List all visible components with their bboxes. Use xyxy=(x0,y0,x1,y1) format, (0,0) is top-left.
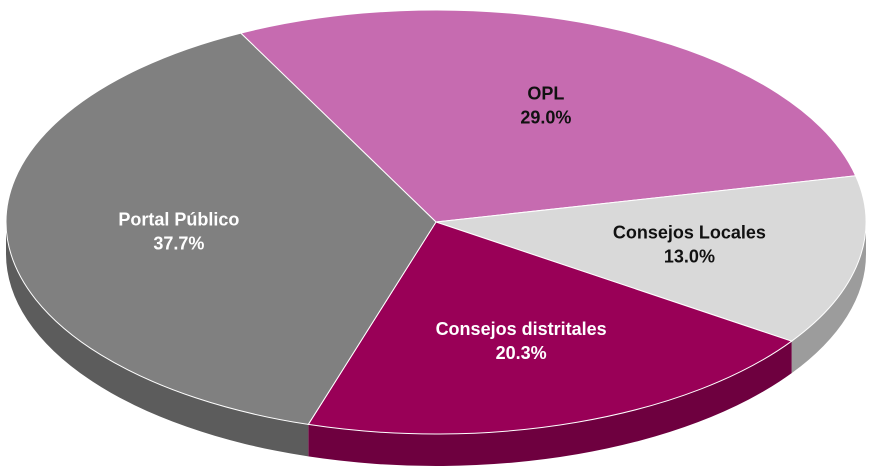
slice-label: Consejos Locales xyxy=(613,223,766,243)
slice-label: OPL xyxy=(527,84,564,104)
slice-value-label: 37.7% xyxy=(153,234,204,254)
slice-value-label: 29.0% xyxy=(520,108,571,128)
slice-value-label: 20.3% xyxy=(496,343,547,363)
slice-side xyxy=(6,222,309,457)
slice xyxy=(239,9,857,223)
slice xyxy=(307,221,793,435)
slice-side xyxy=(791,222,866,374)
slice-value-label: 13.0% xyxy=(664,247,715,267)
slice-label: Portal Público xyxy=(118,210,239,230)
slice-label: Consejos distritales xyxy=(436,319,607,339)
slice xyxy=(435,175,867,342)
slice-side xyxy=(308,341,792,466)
slice xyxy=(5,32,437,425)
